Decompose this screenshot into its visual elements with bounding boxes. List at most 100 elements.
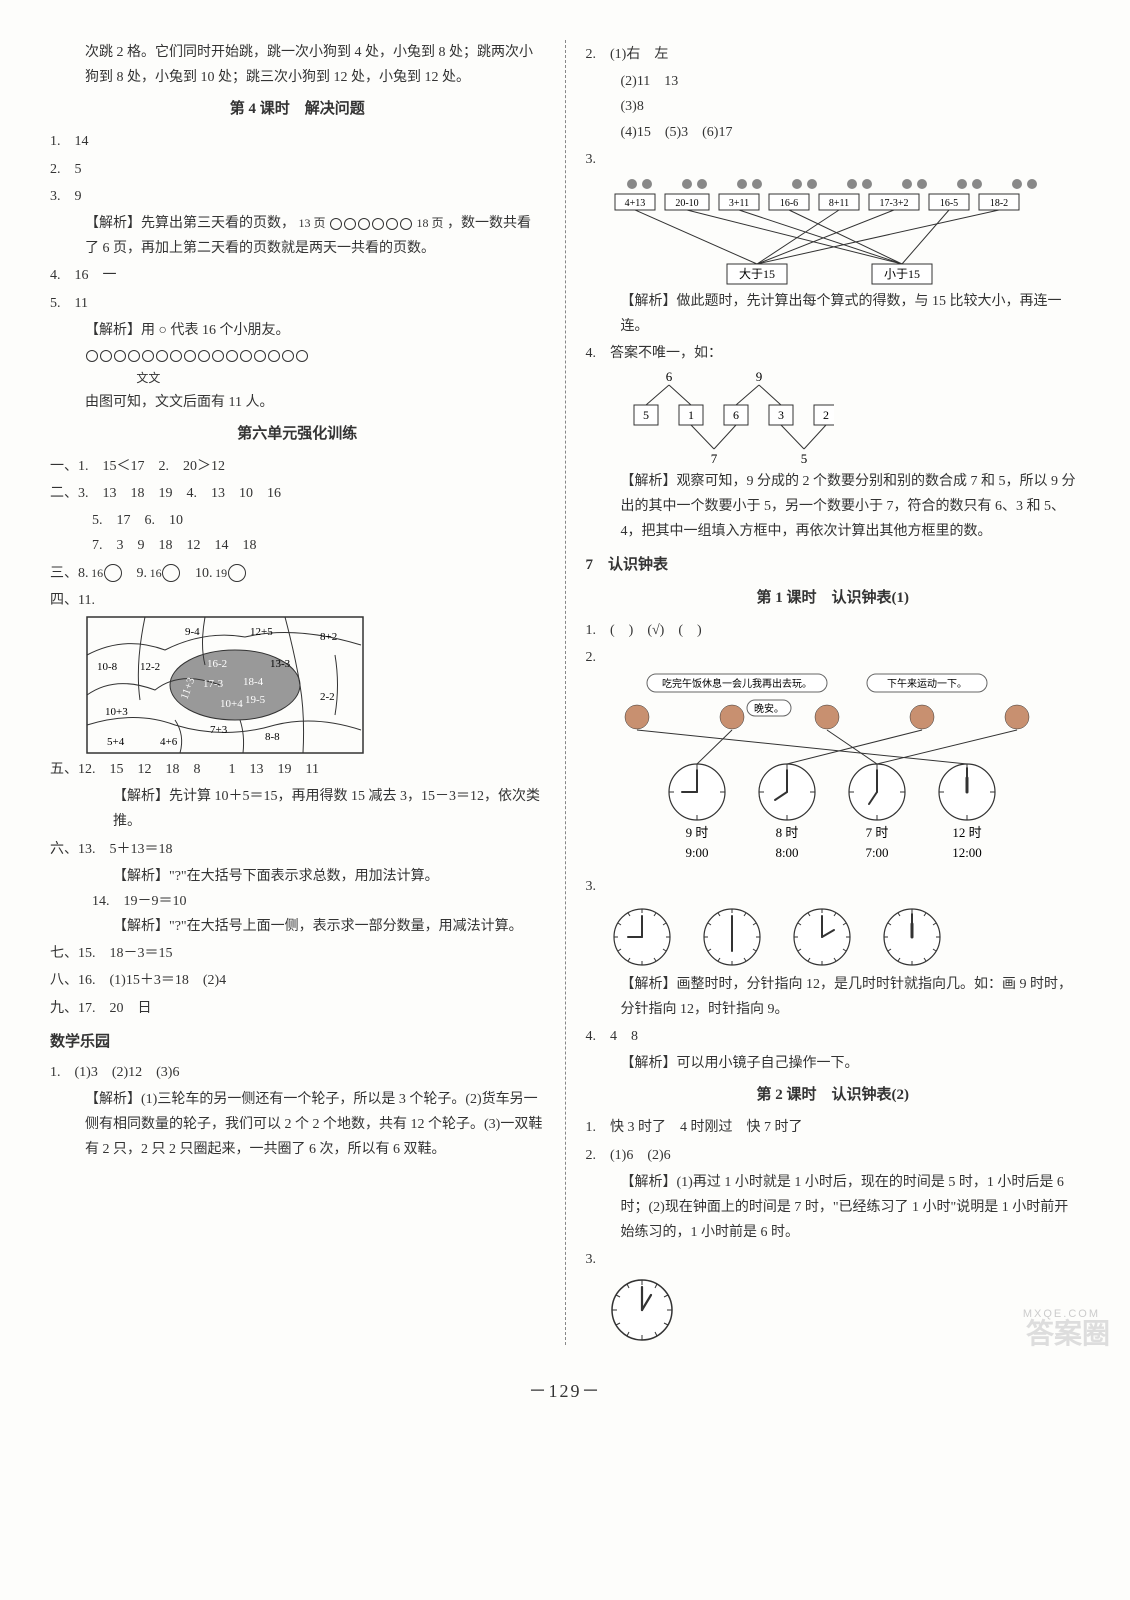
unit6-title: 第六单元强化训练 [50, 421, 545, 448]
svg-text:4+6: 4+6 [160, 736, 178, 748]
svg-text:10+4: 10+4 [220, 698, 243, 710]
u6-1: 一、1. 15＜17 2. 20＞12 [50, 454, 545, 479]
svg-text:大于15: 大于15 [738, 267, 774, 281]
r-q2b: (2)11 13 [586, 69, 1081, 94]
svg-text:1: 1 [688, 408, 694, 422]
u6-5-analysis: 【解析】先计算 10＋5＝15，再用得数 15 减去 3，15－3＝12，依次类… [50, 784, 545, 834]
right-column: 2. (1)右 左 (2)11 13 (3)8 (4)15 (5)3 (6)17… [586, 40, 1081, 1345]
frac-label-b: 18 页 [417, 216, 444, 230]
r-q4: 4. 答案不唯一，如： [586, 341, 1081, 366]
l2-q3-clock [586, 1275, 1081, 1345]
q5-label: 文文 [50, 368, 545, 390]
svg-text:8 时: 8 时 [775, 825, 798, 840]
u6-3: 三、8. 16 9. 16 10. 19 [50, 561, 545, 586]
svg-text:5: 5 [643, 408, 649, 422]
svg-text:17-3+2: 17-3+2 [879, 198, 908, 209]
counter-circle [358, 218, 370, 230]
s7-title: 7 认识钟表 [586, 552, 1081, 579]
svg-text:吃完午饭休息一会儿我再出去玩。: 吃完午饭休息一会儿我再出去玩。 [662, 677, 812, 690]
column-divider [565, 40, 566, 1345]
q5-analysis-a: 【解析】用 ○ 代表 16 个小朋友。 [50, 318, 545, 343]
q3: 3. 9 [50, 184, 545, 209]
svg-text:19-5: 19-5 [245, 694, 266, 706]
s7-q2: 2. [586, 645, 1081, 670]
u6-2a: 二、3. 13 18 19 4. 13 10 16 [50, 481, 545, 506]
r-q2d: (4)15 (5)3 (6)17 [586, 120, 1081, 145]
q4: 4. 16 一 [50, 263, 545, 288]
s7-q3: 3. [586, 874, 1081, 899]
s7-l1-title: 第 1 课时 认识钟表(1) [586, 585, 1081, 612]
svg-text:7:00: 7:00 [865, 845, 888, 860]
l2-q2: 2. (1)6 (2)6 [586, 1143, 1081, 1168]
svg-text:13-3: 13-3 [270, 658, 291, 670]
svg-text:17-3: 17-3 [203, 678, 224, 690]
s7-q2-diagram: 吃完午饭休息一会儿我再出去玩。 晚安。 下午来运动一下。 [586, 672, 1081, 872]
q2: 2. 5 [50, 157, 545, 182]
svg-text:6: 6 [733, 408, 739, 422]
s7-q4: 4. 4 8 [586, 1024, 1081, 1049]
s7-q1: 1. ( ) (√) ( ) [586, 618, 1081, 643]
s7-q3-analysis: 【解析】画整时时，分针指向 12，是几时时针就指向几。如：画 9 时时，分针指向… [586, 972, 1081, 1022]
svg-text:12:00: 12:00 [952, 845, 982, 860]
circled-num: 19 [228, 564, 246, 582]
counter-circle [344, 218, 356, 230]
svg-text:9:00: 9:00 [685, 845, 708, 860]
u6-6b: 14. 19－9＝10 [50, 889, 545, 914]
svg-text:小于15: 小于15 [883, 267, 919, 281]
r-q4-analysis: 【解析】观察可知，9 分成的 2 个数要分别和别的数合成 7 和 5，所以 9 … [586, 469, 1081, 545]
svg-text:6: 6 [665, 369, 672, 384]
svg-text:7: 7 [710, 451, 717, 466]
math-park-title: 数学乐园 [50, 1029, 545, 1056]
u6-5: 五、12. 15 12 18 8 1 13 19 11 [50, 757, 545, 782]
u6-4-figure: 9-4 12+5 8+2 10-8 12-2 16-2 13-3 17-3 18… [50, 615, 545, 755]
left-column: 次跳 2 格。它们同时开始跳，跳一次小狗到 4 处，小兔到 8 处；跳两次小狗到… [50, 40, 545, 1345]
q3-diagram: 4+13 20-10 3+11 16-6 8+11 17-3+2 16-5 18… [586, 174, 1081, 289]
u6-6a: 六、13. 5＋13＝18 [50, 837, 545, 862]
svg-text:3+11: 3+11 [728, 198, 748, 209]
u6-2b: 5. 17 6. 10 [50, 508, 545, 533]
lesson4-title: 第 4 课时 解决问题 [50, 96, 545, 123]
r-q2: 2. (1)右 左 [586, 42, 1081, 67]
svg-text:5: 5 [800, 451, 807, 466]
r-q3: 3. [586, 147, 1081, 172]
u6-9: 九、17. 20 日 [50, 996, 545, 1021]
q5-circles [50, 343, 545, 368]
svg-text:10+3: 10+3 [105, 706, 128, 718]
svg-text:16-6: 16-6 [779, 198, 797, 209]
mp-1-analysis: 【解析】(1)三轮车的另一侧还有一个轮子，所以是 3 个轮子。(2)货车另一侧有… [50, 1087, 545, 1163]
svg-text:8+2: 8+2 [320, 631, 337, 643]
svg-text:7 时: 7 时 [865, 825, 888, 840]
r-q3-analysis: 【解析】做此题时，先计算出每个算式的得数，与 15 比较大小，再连一连。 [586, 289, 1081, 339]
q3-analysis: 【解析】先算出第三天看的页数， 13 页 18 页 ，数一数共看了 6 页，再加… [50, 211, 545, 261]
counter-circle [372, 218, 384, 230]
u6-6b-analysis: 【解析】"?"在大括号上面一侧，表示求一部分数量，用减法计算。 [50, 914, 545, 939]
s7-q3-clocks [586, 902, 1081, 972]
svg-text:5+4: 5+4 [107, 736, 125, 748]
svg-text:12+5: 12+5 [250, 626, 273, 638]
q4-tree: 6 9 5 1 6 3 2 7 5 [586, 369, 1081, 469]
page-number: －129－ [0, 1375, 1130, 1407]
frac-label-a: 13 页 [299, 216, 326, 230]
svg-text:20-10: 20-10 [675, 198, 698, 209]
svg-text:18-2: 18-2 [989, 198, 1007, 209]
q5: 5. 11 [50, 291, 545, 316]
u6-2c: 7. 3 9 18 12 14 18 [50, 533, 545, 558]
svg-text:18-4: 18-4 [243, 676, 264, 688]
s7-q4-analysis: 【解析】可以用小镜子自己操作一下。 [586, 1051, 1081, 1076]
svg-text:8+11: 8+11 [828, 198, 848, 209]
svg-text:9-4: 9-4 [185, 626, 200, 638]
svg-text:9: 9 [755, 369, 762, 384]
u6-8: 八、16. (1)15＋3＝18 (2)4 [50, 968, 545, 993]
watermark-sub: MXQE.COM [1023, 1305, 1100, 1325]
q5-analysis-b: 由图可知，文文后面有 11 人。 [50, 390, 545, 415]
analysis-text-a: 【解析】先算出第三天看的页数， [85, 216, 295, 231]
counter-circle [330, 218, 342, 230]
svg-text:8:00: 8:00 [775, 845, 798, 860]
mp-1: 1. (1)3 (2)12 (3)6 [50, 1060, 545, 1085]
r-q2c: (3)8 [586, 94, 1081, 119]
svg-text:12 时: 12 时 [952, 825, 981, 840]
l2-q3: 3. [586, 1247, 1081, 1272]
circled-num: 16 [162, 564, 180, 582]
svg-text:7+3: 7+3 [210, 724, 228, 736]
svg-text:晚安。: 晚安。 [754, 702, 784, 715]
